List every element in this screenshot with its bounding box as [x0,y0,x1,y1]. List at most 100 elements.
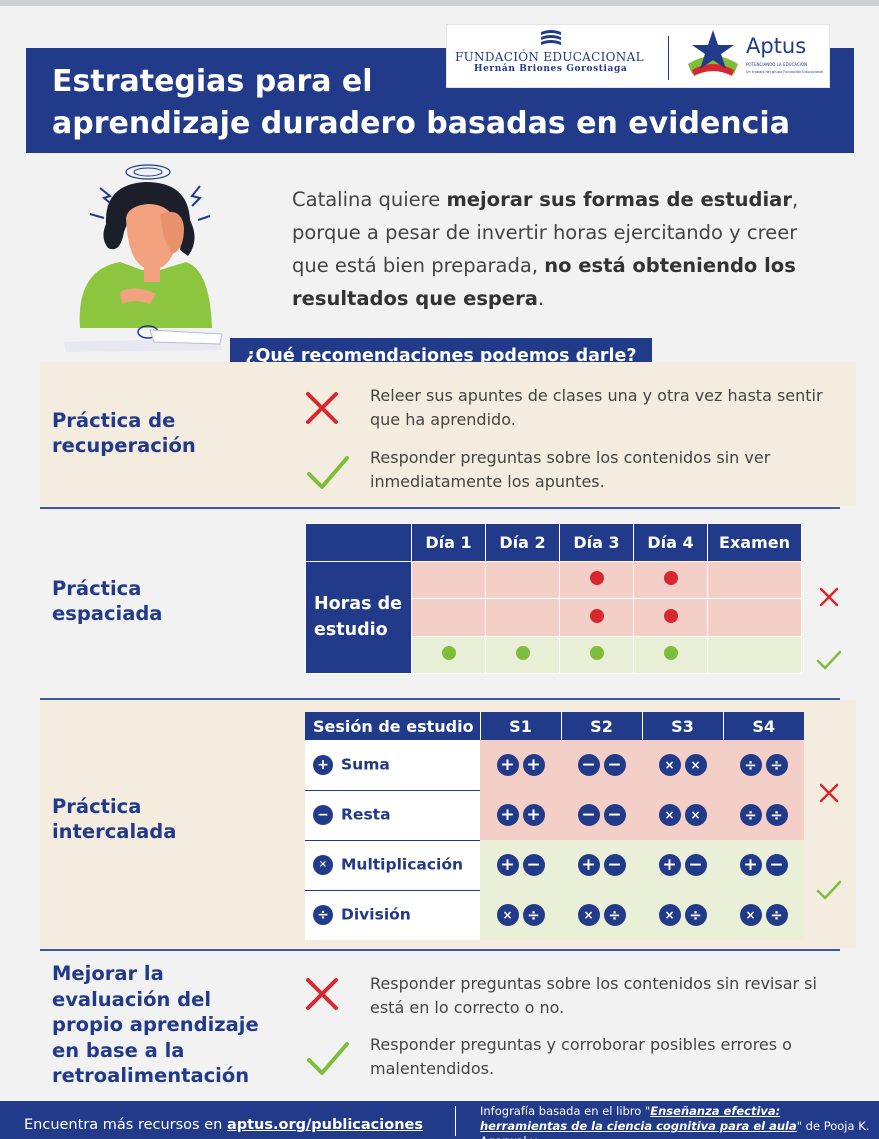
col-header-exam: Examen [707,523,802,562]
top-bar [0,0,879,6]
plus-icon: + [658,854,681,876]
red-dot [589,608,604,623]
cross-icon [819,783,839,803]
table-row: Horas de estudio [305,560,802,674]
divide-icon: ÷ [765,904,788,926]
col-header-day2: Día 2 [485,523,560,562]
red-dot [589,571,604,586]
table-row [306,635,802,674]
multiply-icon: × [313,855,333,875]
plus-icon: + [739,854,762,876]
spaced-practice-table: Día 1 Día 2 Día 3 Día 4 Examen Horas de … [305,523,802,674]
table-row: × Multiplicación + − + − + − + − [305,840,804,891]
fundacion-logo-line1: FUNDACIÓN EDUCACIONAL [455,50,644,64]
intro-paragraph: Catalina quiere mejorar sus formas de es… [292,183,832,315]
multiply-icon: × [684,754,707,776]
page-title-line2: aprendizaje duradero basadas en evidenci… [52,106,790,141]
multiply-icon: × [577,904,600,926]
retrieval-section-bg [40,362,856,506]
book-stack-icon [541,30,561,45]
intro-bold-2: no está obteniendo los resultados que es… [292,254,796,310]
feedback-bad-text: Responder preguntas sobre los contenidos… [370,974,817,1017]
plus-icon: + [496,754,519,776]
intro-text-3: . [537,287,545,310]
intro-bold-1: mejorar sus formas de estudiar [446,188,792,211]
checkmark-icon [307,1042,349,1075]
aptus-logo-subtagline: Un trabajo del grupo Fundación Educacion… [746,70,824,74]
plus-icon: + [496,854,519,876]
multiply-icon: × [658,904,681,926]
intro-text-1: Catalina quiere [292,188,447,211]
green-dot [441,646,456,661]
plus-icon: + [313,754,333,775]
retrieval-good-text: Responder preguntas sobre los contenidos… [370,448,771,491]
spaced-corner-cell [305,523,412,562]
footer-resources-label: Encuentra más recursos en [24,1117,227,1133]
section-divider [40,507,840,509]
minus-icon: − [577,754,600,776]
col-header-s1: S1 [479,712,561,740]
cross-icon [306,392,338,424]
col-header-s3: S3 [641,712,723,740]
checkmark-icon [816,880,842,900]
green-dot [515,646,530,661]
col-header-session: Sesión de estudio [305,712,480,740]
footer-citation-prefix: Infografía basada en el libro " [480,1104,651,1118]
feedback-title: Mejorar la evaluación del propio aprendi… [52,962,259,1087]
plus-icon: + [522,754,545,776]
minus-icon: − [313,805,333,825]
minus-icon: − [577,804,600,826]
footer-divider [455,1106,456,1136]
minus-icon: − [684,854,707,876]
multiply-icon: × [496,904,519,926]
plus-icon: + [522,804,545,826]
aptus-star-logo-icon [688,30,738,76]
label-suma: + Suma [305,740,480,791]
red-dot [663,571,678,586]
table-row: + Suma + + − − × × ÷ ÷ [305,740,804,791]
logos-box [446,24,830,88]
col-header-day4: Día 4 [633,523,708,562]
divide-icon: ÷ [765,754,788,776]
interleaved-title: Práctica intercalada [52,795,177,843]
label-division-text: División [341,905,411,924]
red-dot [663,608,678,623]
section-divider [40,698,840,700]
label-suma-text: Suma [341,755,390,774]
footer-resources-link[interactable]: aptus.org/publicaciones [226,1117,423,1133]
label-multiplicacion-text: Multiplicación [341,855,464,874]
col-header-day1: Día 1 [411,523,486,562]
table-row: ÷ División × ÷ × ÷ × ÷ × ÷ [305,890,804,940]
divide-icon: ÷ [313,905,333,926]
table-row: − Resta + + − − × × ÷ ÷ [305,790,804,841]
divide-icon: ÷ [739,804,762,826]
logo-divider [668,36,669,80]
minus-icon: − [603,754,626,776]
feedback-good-text: Responder preguntas y corroborar posible… [370,1035,792,1078]
spaced-title: Práctica espaciada [52,577,163,625]
minus-icon: − [603,854,626,876]
section-divider [40,949,840,951]
divide-icon: ÷ [739,754,762,776]
minus-icon: − [603,804,626,826]
minus-icon: − [522,854,545,876]
aptus-logo-name: Aptus [746,34,807,58]
green-dot [663,646,678,661]
col-header-day3: Día 3 [559,523,634,562]
retrieval-bad-text: Releer sus apuntes de clases una y otra … [370,386,823,429]
checkmark-icon [816,650,842,670]
row-header-study-hours: Horas de estudio [305,560,412,674]
multiply-icon: × [684,804,707,826]
col-header-s2: S2 [560,712,642,740]
multiply-icon: × [658,754,681,776]
multiply-icon: × [658,804,681,826]
divide-icon: ÷ [765,804,788,826]
label-division: ÷ División [305,890,480,940]
label-resta-text: Resta [341,805,391,824]
cross-icon [306,978,338,1010]
stressed-student-illustration [64,164,223,352]
fundacion-logo-line2: Hernán Briones Gorostiaga [474,64,628,74]
footer-citation-suffix: " de Pooja K. Agarwal y [480,1119,870,1139]
minus-icon: − [765,854,788,876]
label-resta: − Resta [305,790,480,841]
